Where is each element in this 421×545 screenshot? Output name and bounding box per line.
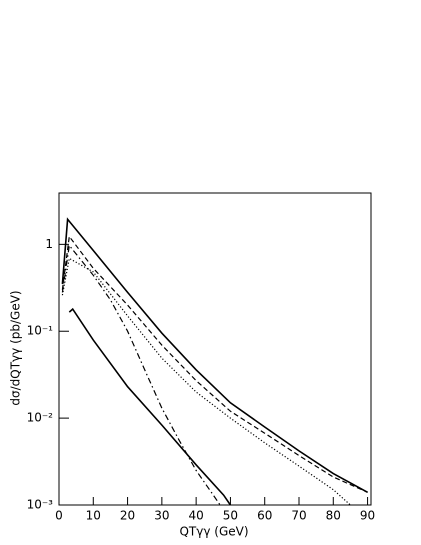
x-tick-label: 80	[326, 509, 341, 523]
x-axis-label: QTγγ (GeV)	[179, 525, 248, 539]
y-tick-label: 10⁻²	[27, 411, 54, 425]
x-tick-label: 0	[55, 509, 63, 523]
series-line	[61, 217, 368, 494]
x-tick-label: 90	[360, 509, 375, 523]
series-line	[61, 234, 368, 493]
series-line	[61, 257, 351, 506]
y-axis-label: dσ/dQTγγ (pb/GeV)	[9, 290, 23, 405]
y-tick-label: 1	[45, 237, 53, 251]
x-tick-label: 50	[223, 509, 238, 523]
series-line	[68, 307, 232, 506]
x-tick-label: 30	[154, 509, 169, 523]
series-line	[61, 244, 221, 506]
x-tick-label: 20	[120, 509, 135, 523]
x-tick-label: 70	[291, 509, 306, 523]
y-tick-label: 10⁻³	[27, 498, 54, 512]
x-tick-label: 60	[257, 509, 272, 523]
plot-frame	[58, 192, 372, 506]
x-tick-label: 40	[189, 509, 204, 523]
x-tick-label: 10	[86, 509, 101, 523]
y-tick-label: 10⁻¹	[27, 324, 54, 338]
